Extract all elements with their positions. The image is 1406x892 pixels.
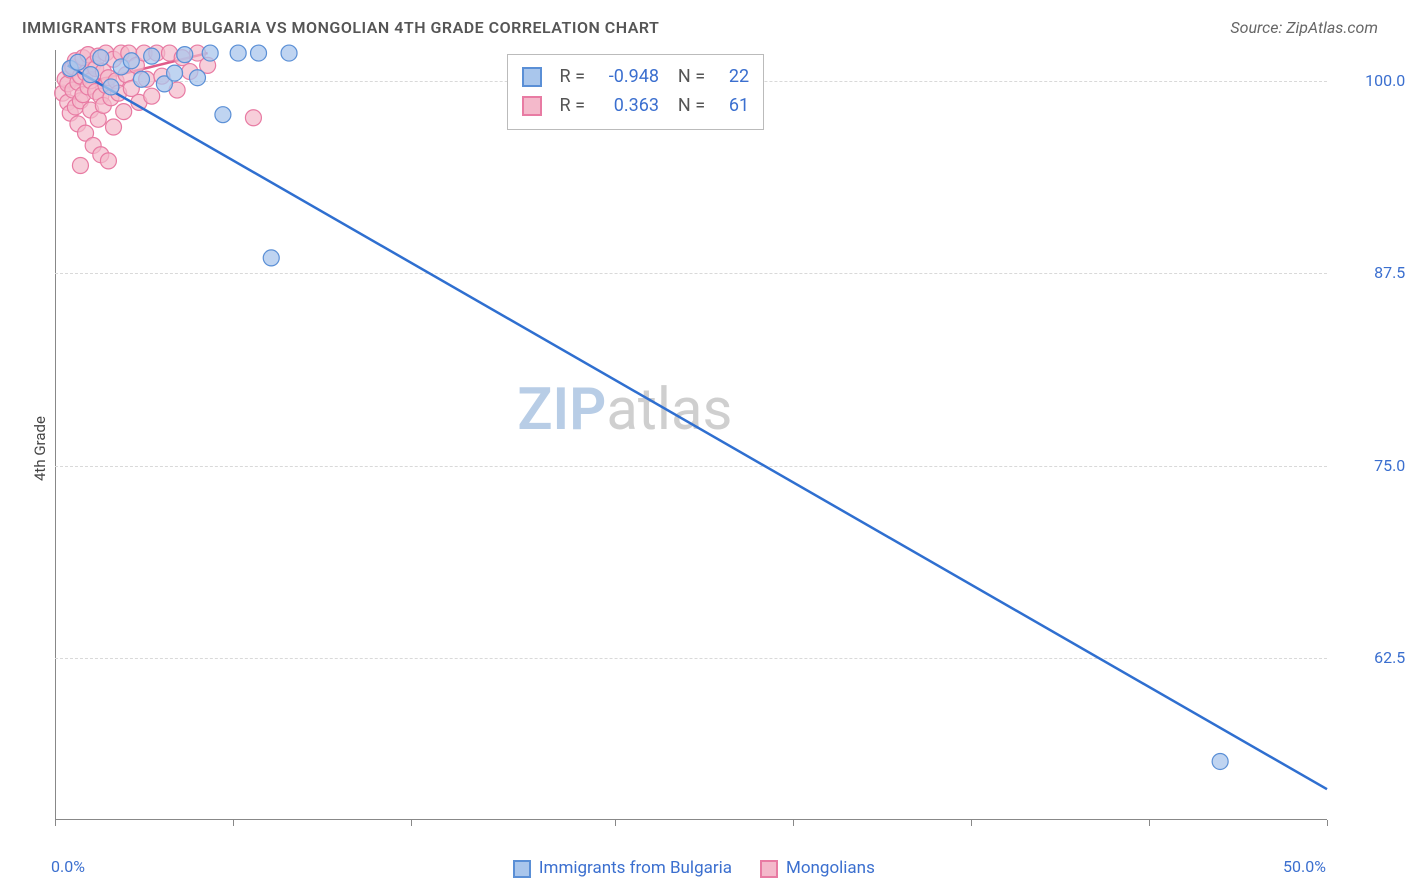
source-label: Source: ZipAtlas.com: [1230, 18, 1378, 37]
y-tick-label: 87.5%: [1337, 263, 1406, 282]
stats-n-blue: 22: [715, 63, 749, 92]
stats-r-label: R =: [560, 63, 585, 92]
stats-n-label: N =: [669, 92, 705, 121]
data-point: [281, 45, 297, 61]
data-point: [251, 45, 267, 61]
legend-item-pink: Mongolians: [760, 858, 875, 878]
data-point: [1212, 753, 1228, 769]
plot-area: 4th Grade 62.5%75.0%87.5%100.0% 0.0%50.0…: [55, 50, 1327, 820]
data-point: [177, 47, 193, 63]
legend-label-blue: Immigrants from Bulgaria: [539, 858, 732, 878]
data-point: [93, 50, 109, 66]
plot-svg: [55, 50, 1327, 820]
data-point: [263, 250, 279, 266]
stats-n-pink: 61: [715, 92, 749, 121]
y-tick-label: 100.0%: [1337, 71, 1406, 90]
swatch-pink: [522, 96, 542, 116]
data-point: [72, 158, 88, 174]
data-point: [133, 71, 149, 87]
trend-line: [68, 65, 1327, 789]
legend-label-pink: Mongolians: [786, 858, 875, 878]
stats-r-blue: -0.948: [595, 63, 659, 92]
legend-bottom: Immigrants from Bulgaria Mongolians: [513, 858, 875, 878]
data-point: [189, 70, 205, 86]
data-point: [123, 53, 139, 69]
chart-title: IMMIGRANTS FROM BULGARIA VS MONGOLIAN 4T…: [22, 18, 659, 37]
stats-n-label: N =: [669, 63, 705, 92]
y-tick-label: 75.0%: [1337, 456, 1406, 475]
y-axis-title: 4th Grade: [31, 416, 49, 481]
data-point: [245, 110, 261, 126]
x-tick-label: 0.0%: [51, 857, 85, 876]
legend-swatch-blue: [513, 860, 531, 878]
data-point: [230, 45, 246, 61]
x-tick-label: 50.0%: [1283, 857, 1326, 876]
stats-row-pink: R = 0.363 N = 61: [522, 92, 750, 121]
data-point: [167, 65, 183, 81]
stats-legend-box: R = -0.948 N = 22 R = 0.363 N = 61: [507, 54, 765, 130]
data-point: [144, 88, 160, 104]
data-point: [70, 54, 86, 70]
y-tick-label: 62.5%: [1337, 648, 1406, 667]
data-point: [103, 79, 119, 95]
legend-item-blue: Immigrants from Bulgaria: [513, 858, 732, 878]
stats-row-blue: R = -0.948 N = 22: [522, 63, 750, 92]
data-point: [215, 107, 231, 123]
stats-r-label: R =: [560, 92, 585, 121]
data-point: [116, 104, 132, 120]
swatch-blue: [522, 67, 542, 87]
stats-r-pink: 0.363: [595, 92, 659, 121]
data-point: [106, 119, 122, 135]
data-point: [100, 153, 116, 169]
legend-swatch-pink: [760, 860, 778, 878]
data-point: [144, 48, 160, 64]
data-point: [83, 67, 99, 83]
data-point: [202, 45, 218, 61]
